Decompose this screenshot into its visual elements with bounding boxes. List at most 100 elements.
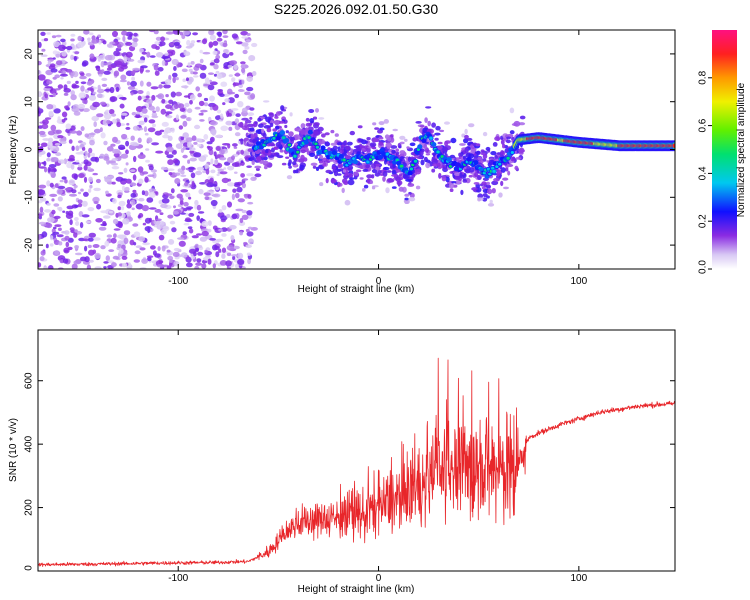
heatmap-cell <box>174 172 181 176</box>
heatmap-cell <box>188 228 194 234</box>
heatmap-cell <box>334 133 339 137</box>
heatmap-cell <box>246 165 252 168</box>
heatmap-cell <box>88 132 96 136</box>
heatmap-cell <box>200 109 208 113</box>
heatmap-cell <box>222 30 228 35</box>
heatmap-cell <box>206 141 213 145</box>
spectrogram-x-tick-label: 100 <box>571 276 588 287</box>
heatmap-cell <box>507 170 511 176</box>
heatmap-cell <box>239 231 244 236</box>
heatmap-cell <box>458 152 462 157</box>
heatmap-cell <box>215 238 224 242</box>
heatmap-cell <box>319 155 324 160</box>
heatmap-cell <box>109 41 116 45</box>
spectrogram-y-tick-label: 0 <box>24 146 35 152</box>
heatmap-cell <box>105 190 109 195</box>
heatmap-cell <box>500 150 505 155</box>
heatmap-cell <box>65 123 72 130</box>
heatmap-cell <box>437 141 443 145</box>
heatmap-cell <box>432 163 438 167</box>
heatmap-cell <box>48 164 57 168</box>
heatmap-cell <box>54 250 60 256</box>
heatmap-cell <box>106 43 113 48</box>
heatmap-cell <box>74 217 79 221</box>
heatmap-cell <box>146 255 154 258</box>
heatmap-cell <box>86 264 91 269</box>
heatmap-cell <box>183 201 189 207</box>
heatmap-cell <box>223 49 229 54</box>
heatmap-cell <box>378 121 385 126</box>
heatmap-cell <box>231 254 238 257</box>
heatmap-cell <box>195 86 200 92</box>
heatmap-cell <box>130 80 137 87</box>
heatmap-cell <box>58 241 63 246</box>
heatmap-cell <box>208 41 214 48</box>
heatmap-cell <box>246 210 253 216</box>
heatmap-cell <box>72 104 80 111</box>
heatmap-cell <box>391 186 397 189</box>
heatmap-cell <box>220 125 229 132</box>
heatmap-cell <box>173 205 176 209</box>
heatmap-cell <box>109 86 115 94</box>
heatmap-cell <box>227 64 233 68</box>
heatmap-cell <box>156 264 165 268</box>
heatmap-cell <box>184 212 189 216</box>
heatmap-cell <box>228 52 234 56</box>
heatmap-cell <box>123 237 129 244</box>
heatmap-cell <box>237 198 245 203</box>
colorbar-tick-label: 0.2 <box>698 214 709 228</box>
heatmap-cell <box>400 156 404 159</box>
heatmap-cell <box>141 258 149 264</box>
heatmap-cell <box>188 212 195 217</box>
heatmap-cell <box>279 130 285 135</box>
heatmap-cell <box>77 166 83 171</box>
heatmap-cell <box>202 51 211 55</box>
heatmap-cell <box>135 113 141 119</box>
heatmap-cell <box>139 80 144 87</box>
heatmap-cell <box>201 263 207 269</box>
heatmap-cell <box>473 160 479 165</box>
heatmap-cell <box>188 196 192 200</box>
heatmap-cell <box>288 165 292 169</box>
heatmap-cell <box>141 51 147 55</box>
heatmap-cell <box>260 154 266 158</box>
heatmap-cell <box>219 93 225 97</box>
heatmap-cell <box>290 136 295 141</box>
heatmap-cell <box>203 134 209 140</box>
heatmap-cell <box>212 104 219 111</box>
heatmap-cell <box>102 221 107 225</box>
heatmap-cell <box>97 84 101 91</box>
heatmap-cell <box>54 74 61 79</box>
heatmap-cell <box>113 233 117 239</box>
heatmap-cell <box>66 45 73 51</box>
heatmap-cell <box>245 39 252 42</box>
heatmap-cell <box>195 170 203 176</box>
heatmap-cell <box>406 146 410 150</box>
heatmap-cell <box>121 255 128 260</box>
heatmap-cell <box>130 169 136 173</box>
heatmap-cell <box>491 180 499 186</box>
heatmap-cell <box>247 201 254 205</box>
snr-y-tick-label: 200 <box>24 499 35 516</box>
heatmap-cell <box>62 258 69 264</box>
heatmap-cell <box>226 110 230 118</box>
heatmap-cell <box>88 188 92 193</box>
heatmap-cell <box>91 38 100 44</box>
heatmap-cell <box>386 178 394 183</box>
heatmap-cell <box>136 111 140 115</box>
heatmap-cell <box>300 129 306 135</box>
heatmap-cell <box>417 144 423 150</box>
heatmap-cell <box>50 147 54 151</box>
snr-y-axis-label: SNR (10 * v/v) <box>8 418 19 482</box>
heatmap-cell <box>192 71 198 75</box>
heatmap-cell <box>87 37 91 44</box>
heatmap-cell <box>441 146 449 152</box>
heatmap-cell <box>156 224 163 230</box>
heatmap-cell <box>100 132 106 139</box>
heatmap-cell <box>195 247 200 253</box>
heatmap-cell <box>152 123 156 128</box>
heatmap-cell <box>148 191 156 198</box>
heatmap-cell <box>279 149 284 153</box>
heatmap-cell <box>399 141 405 145</box>
heatmap-cell <box>208 30 215 36</box>
